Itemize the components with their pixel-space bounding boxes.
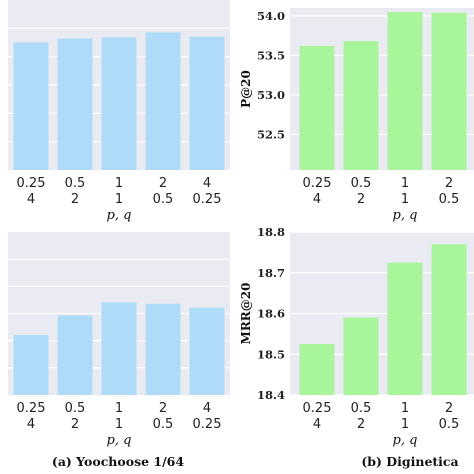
bar-1 xyxy=(13,42,49,170)
x-tick-label-p: 2 xyxy=(445,176,453,191)
x-tick-label-q: 1 xyxy=(115,192,123,207)
y-tick-label: 18.6 xyxy=(257,307,285,321)
x-tick-label-p: 1 xyxy=(401,176,409,191)
bar-1 xyxy=(299,45,335,171)
x-tick-label-q: 4 xyxy=(27,417,35,432)
x-tick-label-q: 2 xyxy=(357,417,365,432)
bar-5 xyxy=(189,36,225,171)
x-tick-label-p: 1 xyxy=(115,401,123,416)
y-tick-label: 53.0 xyxy=(257,88,285,102)
x-tick-label-q: 0.5 xyxy=(153,417,174,432)
x-axis-label: p, q xyxy=(107,208,132,223)
bar-1 xyxy=(13,335,49,395)
bar-3 xyxy=(387,11,423,171)
bar-1 xyxy=(299,344,335,395)
x-tick-label-q: 2 xyxy=(71,192,79,207)
x-tick-label-q: 1 xyxy=(401,417,409,432)
y-tick-label: 54.0 xyxy=(257,9,285,23)
x-tick-label-p: 0.5 xyxy=(65,176,86,191)
x-axis-label: p, q xyxy=(393,433,418,448)
y-tick-label: 18.5 xyxy=(257,347,285,361)
x-tick-label-p: 0.25 xyxy=(17,176,46,191)
bar-3 xyxy=(387,262,423,395)
bar-4 xyxy=(145,303,181,395)
x-tick-label-p: 0.5 xyxy=(351,176,372,191)
x-tick-label-q: 0.25 xyxy=(193,192,222,207)
x-tick-label-p: 0.5 xyxy=(351,401,372,416)
x-tick-label-p: 4 xyxy=(203,176,211,191)
panel-diginetica-bottom: 18.418.518.618.718.80.2540.521120.50.25p… xyxy=(239,225,474,448)
x-tick-label-q: 0.5 xyxy=(439,417,460,432)
x-tick-label-q: 2 xyxy=(357,192,365,207)
x-axis-label: p, q xyxy=(393,208,418,223)
x-tick-label-p: 0.25 xyxy=(17,401,46,416)
x-axis-label: p, q xyxy=(107,433,132,448)
y-tick-label: 18.8 xyxy=(257,225,285,239)
x-tick-label-q: 4 xyxy=(313,417,321,432)
x-tick-label-p: 1 xyxy=(115,176,123,191)
bar-2 xyxy=(57,315,93,395)
x-tick-label-q: 0.25 xyxy=(193,417,222,432)
bar-4 xyxy=(431,12,467,170)
x-tick-label-q: 0.5 xyxy=(153,192,174,207)
x-tick-label-q: 1 xyxy=(401,192,409,207)
bar-3 xyxy=(101,37,137,171)
y-tick-label: 18.4 xyxy=(257,388,285,402)
x-tick-label-p: 0.25 xyxy=(303,176,332,191)
x-tick-label-p: 2 xyxy=(159,401,167,416)
x-tick-label-q: 0.5 xyxy=(439,192,460,207)
x-tick-label-q: 1 xyxy=(115,417,123,432)
x-tick-label-p: 2 xyxy=(445,401,453,416)
y-tick-label: 53.5 xyxy=(257,48,285,62)
x-tick-label-q: 2 xyxy=(71,417,79,432)
y-tick-label: 52.5 xyxy=(257,127,285,141)
y-axis-label: MRR@20 xyxy=(239,283,253,345)
x-tick-label-p: 0.25 xyxy=(303,401,332,416)
y-axis-label: P@20 xyxy=(239,70,253,108)
bar-5 xyxy=(189,307,225,395)
x-tick-label-p: 1 xyxy=(401,401,409,416)
bar-2 xyxy=(57,38,93,171)
x-tick-label-p: 2 xyxy=(159,176,167,191)
bar-2 xyxy=(343,317,379,395)
x-tick-label-p: 0.5 xyxy=(65,401,86,416)
caption-right: (b) Diginetica xyxy=(361,454,458,469)
x-tick-label-q: 4 xyxy=(27,192,35,207)
y-tick-label: 18.7 xyxy=(257,266,285,280)
bar-2 xyxy=(343,41,379,170)
bar-3 xyxy=(101,302,137,395)
x-tick-label-p: 4 xyxy=(203,401,211,416)
caption-left: (a) Yoochoose 1/64 xyxy=(52,454,184,469)
bar-4 xyxy=(431,244,467,395)
bar-4 xyxy=(145,32,181,170)
x-tick-label-q: 4 xyxy=(313,192,321,207)
